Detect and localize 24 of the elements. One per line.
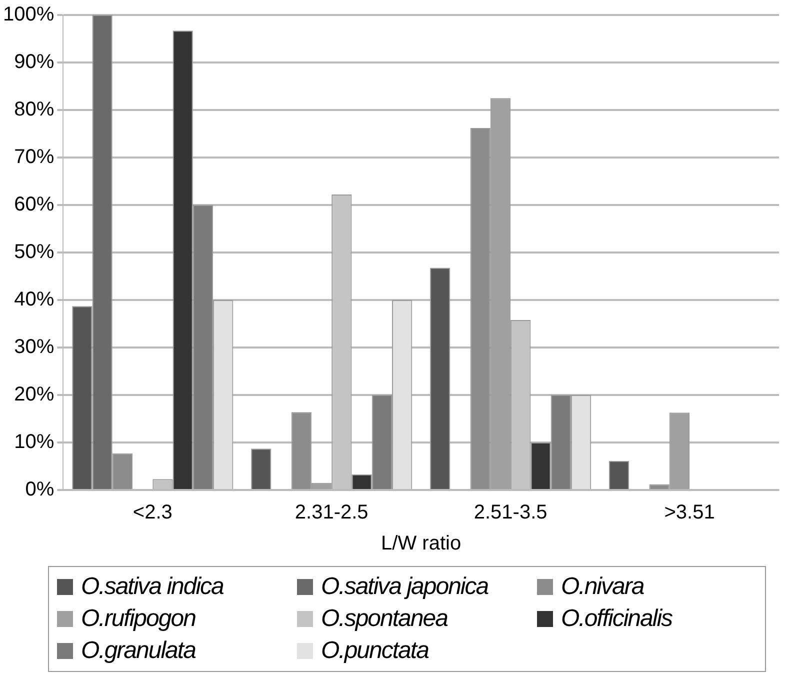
x-tick-label: 2.51-3.5 [474,502,548,524]
y-tick-label: 70% [14,146,54,168]
y-tick-label: 100% [2,4,54,26]
y-tick-label: 30% [14,336,54,358]
y-tick-label: 50% [14,241,54,264]
legend-label: O.spontanea [321,605,448,633]
legend-label: O.sativa indica [81,573,224,601]
y-tick-label: 10% [14,431,54,454]
y-tick-label: 20% [14,384,54,406]
x-tick-label: <2.3 [132,502,172,524]
y-tick-label: 60% [14,194,54,216]
legend-label: O.punctata [321,637,428,665]
y-tick-label: 80% [14,98,54,121]
legend-label: O.granulata [81,637,196,665]
x-axis-title: L/W ratio [381,532,462,555]
y-tick-label: 90% [14,51,54,74]
legend-label: O.rufipogon [81,605,196,633]
legend-label: O.officinalis [561,605,672,633]
legend-label: O.sativa japonica [321,573,488,601]
y-tick-label: 0% [25,478,54,501]
y-tick-label: 40% [14,288,54,311]
x-tick-label: 2.31-2.5 [294,502,368,524]
legend-label: O.nivara [561,573,644,601]
x-tick-label: >3.51 [664,502,715,524]
